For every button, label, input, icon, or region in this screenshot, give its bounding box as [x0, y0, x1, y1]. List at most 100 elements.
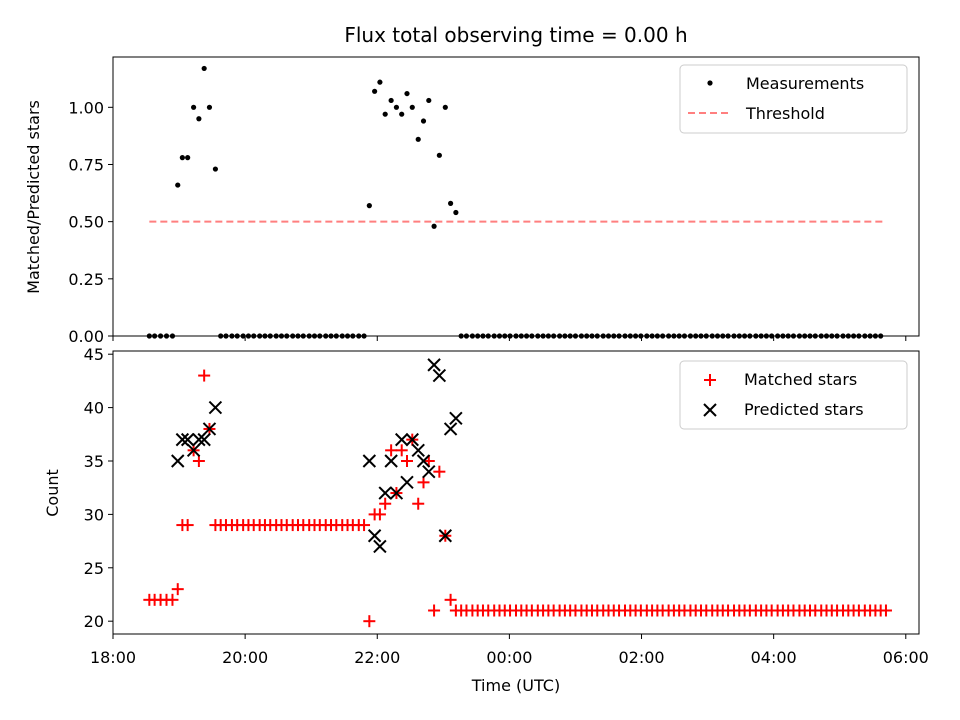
measurement-point — [185, 155, 191, 161]
predicted-star-point — [389, 486, 404, 500]
predicted-star-point — [405, 432, 419, 447]
x-tick-label: 18:00 — [90, 648, 136, 667]
y-tick-label: 45 — [84, 345, 104, 364]
x-tick-label: 22:00 — [354, 648, 400, 667]
measurement-point — [212, 166, 219, 172]
matched-star-point — [171, 583, 184, 596]
measurement-point — [404, 90, 410, 97]
legend-predicted-label: Predicted stars — [744, 400, 864, 419]
matched-star-point — [373, 508, 386, 521]
x-tick-label: 00:00 — [486, 648, 532, 667]
x-tick-label: 06:00 — [883, 648, 929, 667]
bottom-series-layer — [143, 358, 892, 628]
matched-star-point — [363, 615, 376, 628]
predicted-star-point — [422, 464, 436, 479]
measurement-point — [436, 152, 442, 158]
matched-star-point — [166, 593, 179, 606]
measurement-point — [420, 118, 427, 124]
matched-star-point — [433, 465, 446, 478]
measurement-point — [447, 200, 454, 206]
matched-star-point — [400, 454, 413, 467]
matched-star-point — [379, 497, 392, 510]
measurement-point — [382, 111, 388, 117]
legend-predicted-marker — [703, 403, 717, 417]
legend-measurements-marker — [707, 80, 713, 86]
y-tick-label: 20 — [84, 612, 104, 631]
predicted-star-point — [171, 454, 185, 468]
measurement-point — [201, 65, 207, 72]
measurement-point — [453, 209, 459, 216]
predicted-star-point — [197, 432, 211, 447]
measurement-point — [366, 203, 372, 209]
measurement-point — [409, 104, 415, 110]
predicted-star-point — [175, 432, 190, 447]
measurement-point — [196, 116, 202, 122]
predicted-star-point — [416, 454, 431, 468]
legend-matched-marker — [704, 374, 716, 386]
y-tick-label: 25 — [84, 559, 104, 578]
predicted-star-point — [400, 475, 414, 490]
matched-star-point — [428, 604, 441, 617]
matched-star-point — [358, 519, 371, 532]
predicted-star-point — [394, 432, 409, 447]
top-x-ticks — [112, 336, 907, 341]
legend-threshold-label: Threshold — [745, 104, 825, 123]
predicted-star-point — [186, 443, 201, 458]
measurement-point — [442, 104, 448, 110]
bottom-legend: Matched stars Predicted stars — [679, 360, 908, 430]
predicted-star-point — [378, 486, 392, 500]
measurement-point — [206, 104, 213, 110]
predicted-star-point — [432, 368, 447, 383]
bottom-y-axis: 20 25 30 35 40 45 — [84, 345, 113, 631]
measurement-point — [426, 97, 432, 104]
predicted-star-point — [208, 400, 223, 415]
measurement-point — [372, 88, 378, 94]
measurement-point — [179, 155, 185, 161]
measurement-point — [175, 182, 181, 188]
measurement-point — [431, 223, 437, 229]
measurement-point — [377, 79, 383, 85]
measurement-point — [399, 111, 405, 117]
top-y-axis: 0.00 0.25 0.50 0.75 1.00 — [68, 98, 113, 346]
matched-star-point — [412, 497, 425, 510]
predicted-star-point — [373, 539, 387, 554]
matched-star-point — [198, 369, 211, 382]
chart-title: Flux total observing time = 0.00 h — [344, 23, 687, 47]
measurement-point — [388, 97, 394, 104]
y-tick-label: 0.25 — [68, 270, 104, 289]
predicted-star-point — [384, 454, 398, 468]
y-tick-label: 35 — [84, 452, 104, 471]
bottom-legend-box — [679, 360, 908, 430]
y-tick-label: 40 — [84, 399, 104, 418]
bottom-x-axis: 18:00 20:00 22:00 00:00 02:00 04:00 06:00 — [90, 634, 929, 667]
bottom-axes-frame — [112, 350, 920, 635]
legend-matched-label: Matched stars — [744, 370, 857, 389]
x-tick-label: 02:00 — [618, 648, 664, 667]
y-tick-label: 30 — [84, 505, 104, 524]
top-legend: Measurements Threshold — [679, 64, 908, 134]
bottom-panel: 20 25 30 35 40 45 18:00 20:00 22:00 00:00 02:00 04… — [43, 345, 929, 695]
predicted-star-point — [411, 443, 425, 458]
predicted-star-point — [362, 454, 377, 468]
top-panel: 0.00 0.25 0.50 0.75 1.00 Matched/Predicted s… — [24, 56, 920, 346]
matched-star-point — [879, 604, 892, 617]
y-tick-label: 0.50 — [68, 213, 104, 232]
matched-star-point — [395, 444, 408, 457]
top-y-axis-label: Matched/Predicted stars — [24, 100, 43, 294]
measurement-point — [191, 104, 197, 110]
bottom-y-axis-label: Count — [43, 469, 62, 517]
top-axes-frame — [112, 56, 920, 337]
predicted-star-point — [427, 358, 441, 372]
legend-measurements-label: Measurements — [746, 74, 864, 93]
x-tick-label: 20:00 — [222, 648, 268, 667]
predicted-star-point — [438, 529, 453, 543]
y-tick-label: 0.00 — [68, 327, 104, 346]
y-tick-label: 1.00 — [68, 98, 104, 117]
predicted-star-point — [202, 422, 217, 436]
matched-star-point — [181, 519, 194, 532]
x-tick-label: 04:00 — [751, 648, 797, 667]
measurement-point — [415, 136, 421, 142]
predicted-star-point — [443, 422, 458, 436]
predicted-star-point — [180, 432, 195, 447]
